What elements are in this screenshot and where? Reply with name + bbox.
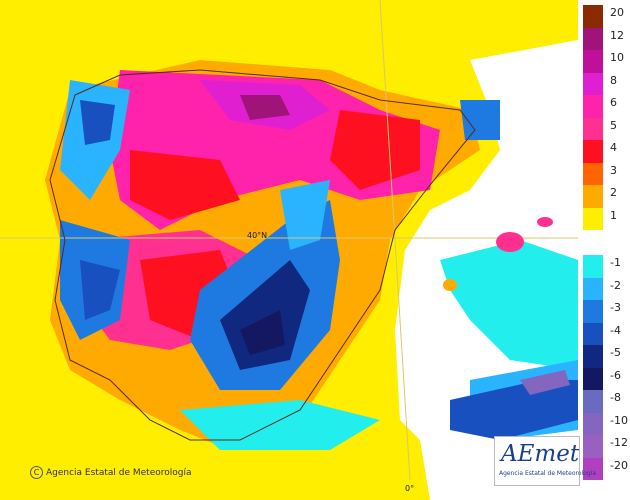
north-red: [130, 150, 240, 220]
coastline: [49, 69, 476, 441]
legend-swatch-cold-2: [583, 300, 603, 323]
med-darkblue-patch: [450, 380, 578, 440]
copyright-icon: C: [30, 466, 43, 479]
med-cyan-patch: [440, 240, 578, 370]
legend-label: 1: [610, 208, 617, 222]
legend-label: 5: [610, 118, 617, 132]
legend-label: -8: [610, 391, 621, 404]
mallorca-island: [496, 232, 524, 252]
legend-swatch-warm-3: [583, 72, 603, 95]
color-legend: 20 12 10 8 6 5 4 3 2 1 -1 -2 -3 -4 -5 -6 -8 -10 -12 -20: [580, 5, 630, 481]
legend-label: 2: [610, 186, 617, 199]
nw-darkblue: [80, 100, 115, 145]
legend-swatch-warm-8: [583, 185, 603, 208]
legend-swatch-warm-6: [583, 140, 603, 163]
legend-label: -4: [610, 323, 621, 337]
legend-label: 8: [610, 73, 617, 87]
legend-swatch-warm-2: [583, 50, 603, 73]
legend-swatch-cold-8: [583, 435, 603, 458]
legend-swatch-cold-6: [583, 390, 603, 413]
south-darkblue: [220, 260, 310, 370]
central-blue: [280, 180, 330, 250]
legend-label: 6: [610, 96, 617, 109]
legend-label: 4: [610, 141, 617, 154]
ibiza-island: [443, 279, 457, 291]
legend-label: -6: [610, 368, 621, 382]
legend-swatch-warm-5: [583, 117, 603, 140]
legend-swatch-cold-0: [583, 255, 603, 278]
lon-0-line: [379, 0, 411, 481]
med-purple-patch: [520, 370, 570, 395]
legend-label: -12: [610, 436, 628, 449]
legend-swatch-cold-1: [583, 277, 603, 300]
legend-swatch-warm-0: [583, 5, 603, 28]
west-darkblue: [80, 260, 120, 320]
aemet-logo: AEmet Agencia Estatal de Meteorología: [494, 436, 596, 486]
menorca-island: [537, 217, 553, 227]
legend-label: 10: [610, 51, 624, 64]
east-red: [330, 110, 420, 190]
credit-label: Agencia Estatal de Meteorología: [46, 468, 192, 478]
legend-label: -10: [610, 413, 628, 427]
legend-swatch-cold-5: [583, 367, 603, 390]
lat-40-label: 40°N: [247, 231, 268, 240]
anomaly-map: [0, 0, 578, 500]
credit-text: C Agencia Estatal de Meteorología: [30, 466, 192, 479]
legend-label: -3: [610, 301, 621, 314]
logo-subtitle: Agencia Estatal de Meteorología: [499, 470, 596, 477]
legend-swatch-warm-7: [583, 162, 603, 185]
legend-label: -2: [610, 278, 621, 292]
legend-label: -5: [610, 346, 621, 359]
legend-swatch-warm-9: [583, 207, 603, 230]
ne-blue: [460, 100, 500, 140]
legend-swatch-cold-4: [583, 345, 603, 368]
legend-label: -1: [610, 256, 621, 269]
north-darkmagenta: [240, 95, 290, 120]
legend-label: 3: [610, 163, 617, 177]
legend-swatch-cold-7: [583, 412, 603, 435]
south-navy: [240, 310, 285, 355]
logo-word: AEmet: [501, 441, 580, 467]
legend-swatch-warm-4: [583, 95, 603, 118]
legend-label: 20: [610, 6, 624, 19]
legend-label: -20: [610, 458, 628, 472]
legend-swatch-cold-3: [583, 322, 603, 345]
legend-swatch-warm-1: [583, 27, 603, 50]
south-cyan: [180, 400, 380, 450]
legend-label: 12: [610, 28, 624, 42]
lon-0-label: 0°: [405, 484, 415, 493]
legend-swatch-cold-9: [583, 457, 603, 480]
